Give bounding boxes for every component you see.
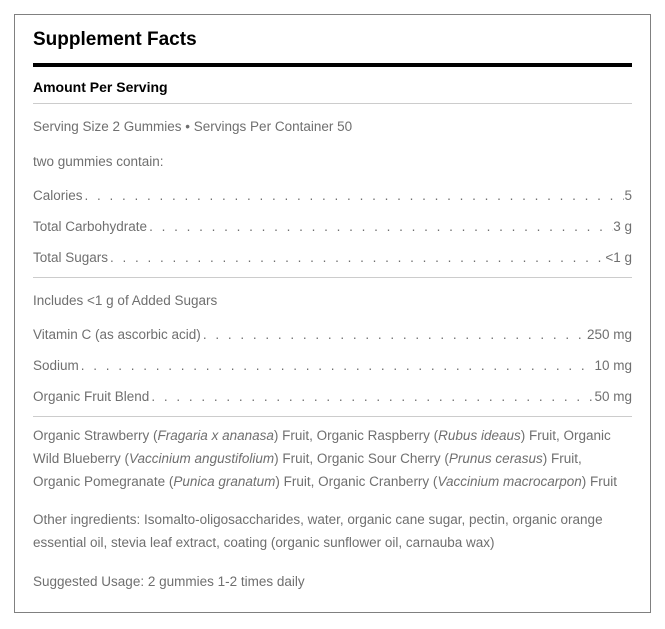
serving-size-line: Serving Size 2 Gummies • Servings Per Co… [33,112,632,147]
nutrient-value: <1 g [605,250,632,265]
latin-name: Punica granatum [173,474,275,489]
nutrient-row: Total Sugars. . . . . . . . . . . . . . … [33,244,632,275]
supplement-facts-panel: Supplement Facts Amount Per Serving Serv… [14,14,651,613]
latin-name: Vaccinium angustifolium [129,451,274,466]
nutrient-label: Vitamin C (as ascorbic acid) [33,327,201,342]
nutrient-row: Calories. . . . . . . . . . . . . . . . … [33,182,632,213]
nutrient-label: Sodium [33,358,79,373]
contain-line: two gummies contain: [33,147,632,182]
nutrient-row: Total Carbohydrate. . . . . . . . . . . … [33,213,632,244]
nutrient-value: 10 mg [594,358,632,373]
fruit-blend-paragraph: Organic Strawberry (Fragaria x ananasa) … [33,417,632,502]
dot-leader: . . . . . . . . . . . . . . . . . . . . … [108,250,605,265]
nutrient-row: Vitamin C (as ascorbic acid). . . . . . … [33,321,632,352]
mid-section: Includes <1 g of Added Sugars Vitamin C … [33,278,632,416]
dot-leader: . . . . . . . . . . . . . . . . . . . . … [201,327,587,342]
dot-leader: . . . . . . . . . . . . . . . . . . . . … [147,219,613,234]
nutrient-value: 5 [624,188,632,203]
thick-rule [33,63,632,67]
dot-leader: . . . . . . . . . . . . . . . . . . . . … [83,188,625,203]
nutrient-label: Calories [33,188,83,203]
latin-name: Vaccinium macrocarpon [437,474,581,489]
nutrient-label: Total Sugars [33,250,108,265]
latin-name: Rubus ideaus [438,428,521,443]
nutrient-value: 250 mg [587,327,632,342]
panel-title: Supplement Facts [33,29,632,61]
other-ingredients-paragraph: Other ingredients: Isomalto-oligosacchar… [33,501,632,563]
nutrient-row: Organic Fruit Blend. . . . . . . . . . .… [33,383,632,414]
added-sugars-line: Includes <1 g of Added Sugars [33,286,632,321]
dot-leader: . . . . . . . . . . . . . . . . . . . . … [79,358,595,373]
latin-name: Fragaria x ananasa [158,428,274,443]
nutrient-label: Organic Fruit Blend [33,389,149,404]
amount-per-serving-heading: Amount Per Serving [33,75,632,103]
serving-section: Serving Size 2 Gummies • Servings Per Co… [33,104,632,277]
latin-name: Prunus cerasus [449,451,543,466]
nutrients-top-list: Calories. . . . . . . . . . . . . . . . … [33,182,632,275]
nutrient-value: 3 g [613,219,632,234]
nutrient-label: Total Carbohydrate [33,219,147,234]
nutrient-row: Sodium. . . . . . . . . . . . . . . . . … [33,352,632,383]
nutrient-value: 50 mg [594,389,632,404]
dot-leader: . . . . . . . . . . . . . . . . . . . . … [149,389,594,404]
suggested-usage-line: Suggested Usage: 2 gummies 1-2 times dai… [33,563,632,594]
nutrients-mid-list: Vitamin C (as ascorbic acid). . . . . . … [33,321,632,414]
